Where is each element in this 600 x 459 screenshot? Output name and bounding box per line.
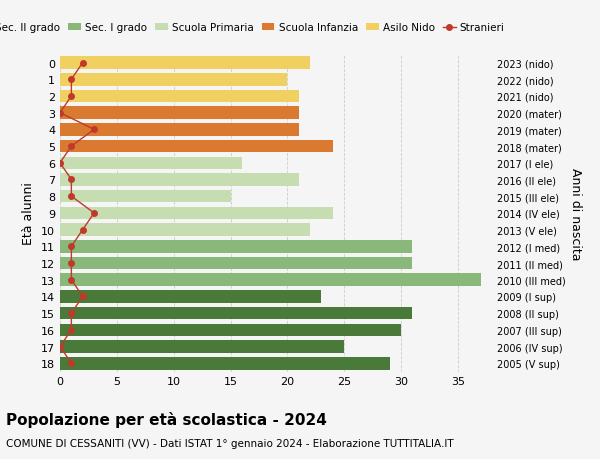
- Bar: [60, 291, 322, 303]
- Bar: [60, 257, 412, 270]
- Bar: [60, 140, 333, 153]
- Bar: [60, 74, 287, 86]
- Bar: [60, 341, 344, 353]
- Bar: [60, 124, 299, 136]
- Bar: [60, 274, 481, 286]
- Bar: [60, 224, 310, 236]
- Y-axis label: Età alunni: Età alunni: [22, 182, 35, 245]
- Bar: [60, 107, 299, 120]
- Bar: [60, 357, 389, 369]
- Bar: [60, 190, 230, 203]
- Bar: [60, 207, 333, 220]
- Text: COMUNE DI CESSANITI (VV) - Dati ISTAT 1° gennaio 2024 - Elaborazione TUTTITALIA.: COMUNE DI CESSANITI (VV) - Dati ISTAT 1°…: [6, 438, 454, 448]
- Bar: [60, 174, 299, 186]
- Legend: Sec. II grado, Sec. I grado, Scuola Primaria, Scuola Infanzia, Asilo Nido, Stran: Sec. II grado, Sec. I grado, Scuola Prim…: [0, 19, 509, 37]
- Text: Popolazione per età scolastica - 2024: Popolazione per età scolastica - 2024: [6, 411, 327, 427]
- Bar: [60, 307, 412, 320]
- Bar: [60, 57, 310, 70]
- Bar: [60, 90, 299, 103]
- Bar: [60, 241, 412, 253]
- Y-axis label: Anni di nascita: Anni di nascita: [569, 167, 582, 260]
- Bar: [60, 324, 401, 336]
- Bar: [60, 157, 242, 170]
